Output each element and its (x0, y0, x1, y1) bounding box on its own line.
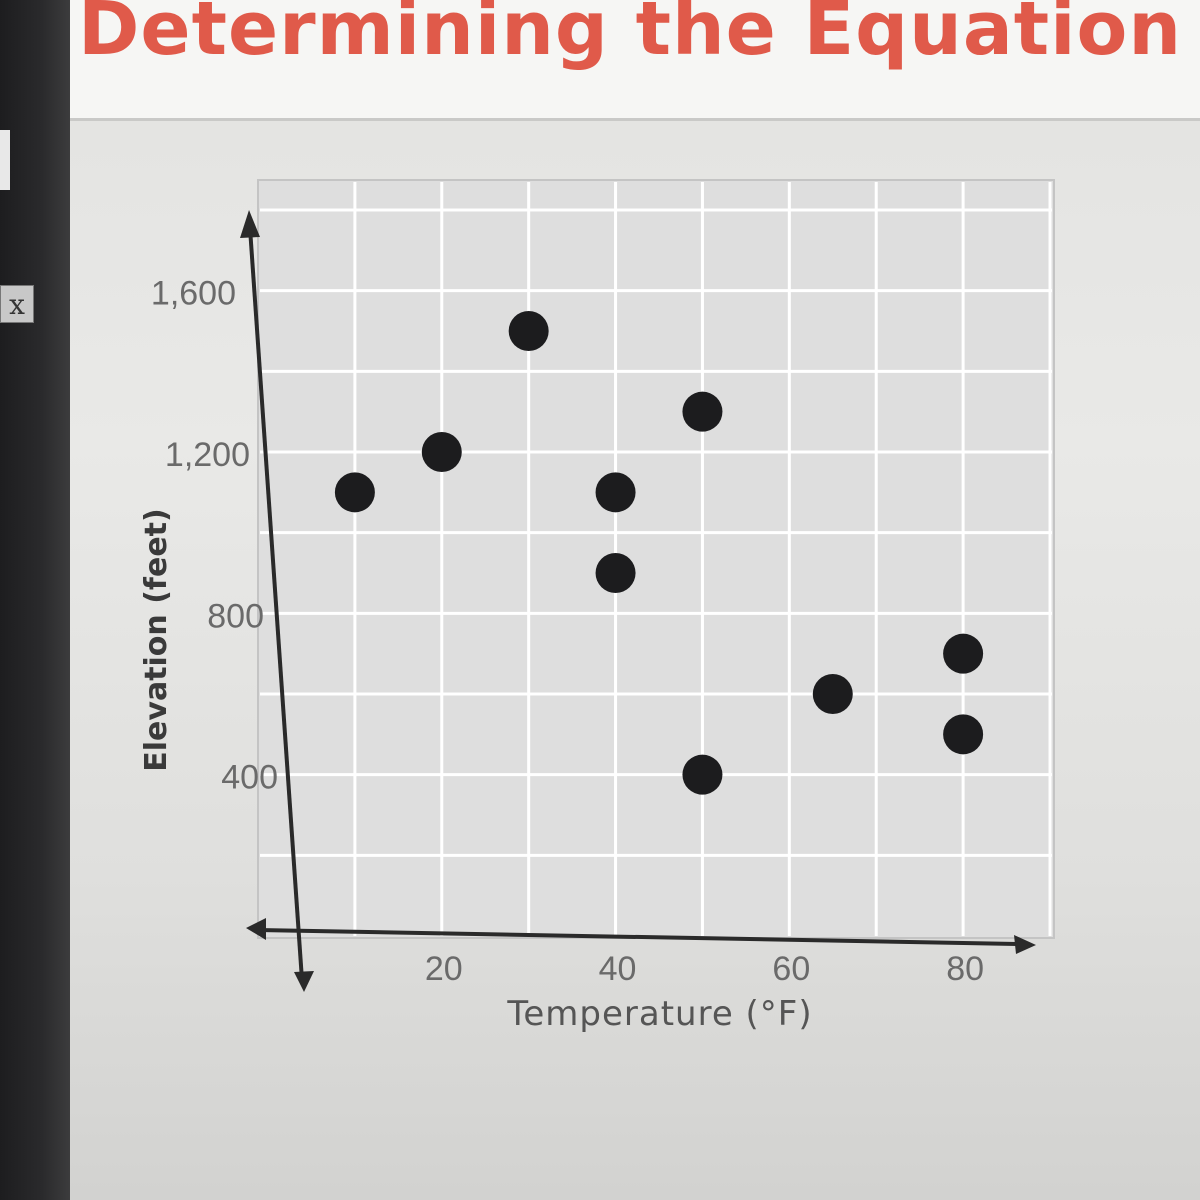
data-point (421, 432, 462, 472)
data-point (943, 714, 984, 755)
x-axis-arrow-left (246, 918, 266, 940)
data-point (508, 311, 549, 351)
y-tick-label: 1,200 (165, 436, 250, 474)
monitor-bezel: x (0, 0, 70, 1200)
y-tick-label: 800 (207, 597, 264, 635)
data-point (682, 754, 723, 795)
x-tick-label: 20 (425, 950, 463, 988)
y-axis-arrow-up (240, 210, 260, 238)
page-title: Determining the Equation of a (78, 0, 1200, 72)
side-panel-edge (0, 130, 10, 190)
close-icon[interactable]: x (0, 285, 34, 323)
y-tick-label: 400 (221, 759, 278, 797)
y-axis-arrow-down (294, 971, 314, 992)
data-point (812, 674, 853, 714)
y-axis-title: Elevation (feet) (139, 508, 174, 771)
x-axis-arrow-right (1014, 935, 1036, 954)
data-point (682, 391, 723, 432)
data-point (943, 633, 984, 674)
x-axis-title: Temperature (°F) (506, 994, 812, 1034)
x-tick-label: 60 (772, 950, 810, 988)
x-axis (257, 928, 1021, 946)
x-tick-label: 80 (946, 950, 984, 988)
data-point (334, 472, 375, 513)
y-tick-label: 1,600 (151, 275, 236, 313)
data-point (595, 472, 636, 513)
plot-background (257, 179, 1055, 939)
data-point (595, 553, 636, 593)
x-tick-label: 40 (599, 950, 637, 988)
page-header: Determining the Equation of a (70, 0, 1200, 121)
y-axis (248, 227, 304, 981)
